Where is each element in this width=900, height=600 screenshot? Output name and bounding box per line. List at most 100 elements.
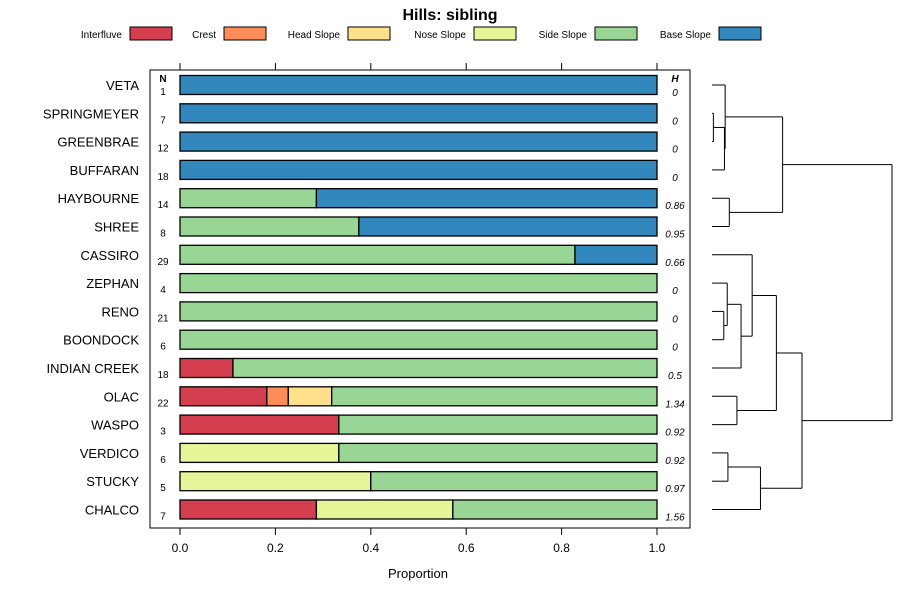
legend-label-side-slope: Side Slope [539,30,588,41]
bar-reno-side-slope [179,301,658,322]
category-label-indian-creek: INDIAN CREEK [47,361,140,376]
h-label-stucky: 0.97 [665,484,685,495]
category-labels: VETA SPRINGMEYER GREENBRAE BUFFARAN HAYBOURN… [43,78,139,518]
bars [179,74,658,520]
bar-haybourne-side-slope [179,188,318,209]
bar-boondock-side-slope [179,329,658,350]
legend: Interfluve Crest Head Slope Nose Slope Side … [81,26,762,41]
x-tick-label: 0.4 [362,541,379,555]
n-label-indian-creek: 18 [157,370,169,381]
bar-buffaran-base-slope [179,159,658,181]
h-label-buffaran: 0 [672,173,678,184]
n-label-boondock: 6 [160,342,166,353]
bar-cassiro-base-slope [574,244,658,265]
category-label-buffaran: BUFFARAN [70,163,139,178]
h-labels: 0 0 0 0 0.86 0.95 0.66 0 0 0 0.5 1.34 0.92 0.92 0.97 1.… [665,88,685,524]
x-tick-label: 0.8 [553,541,570,555]
legend-label-base-slope: Base Slope [660,30,712,41]
h-label-reno: 0 [672,314,678,325]
h-label-haybourne: 0.86 [665,201,685,212]
bar-stucky-nose-slope [179,471,372,492]
bar-olac-head-slope [287,386,333,407]
h-label-waspo: 0.92 [665,428,685,439]
x-tick-label: 0.2 [267,541,284,555]
bar-chalco-nose-slope [315,499,454,520]
bar-shree-side-slope [179,216,360,237]
category-label-veta: VETA [106,78,139,93]
bar-verdico-nose-slope [179,442,340,464]
bar-cassiro-side-slope [179,244,576,265]
bar-haybourne-base-slope [315,188,658,209]
h-label-verdico: 0.92 [665,456,685,467]
dendrogram [712,84,893,510]
h-label-chalco: 1.56 [665,513,685,524]
bar-indian-creek-interfluve [179,357,234,379]
n-label-springmeyer: 7 [160,115,166,126]
bar-waspo-interfluve [179,414,340,435]
n-label-reno: 21 [157,313,169,324]
h-label-cassiro: 0.66 [665,258,685,269]
h-label-olac: 1.34 [665,399,685,410]
category-label-springmeyer: SPRINGMEYER [43,106,139,121]
x-axis: 0.0 0.2 0.4 0.6 0.8 1.0 [172,63,666,555]
n-label-olac: 22 [157,398,169,409]
legend-swatch-base-slope [718,26,762,41]
legend-label-crest: Crest [192,30,216,41]
bar-veta-base-slope [179,74,658,96]
category-label-cassiro: CASSIRO [80,248,139,263]
h-label-greenbrae: 0 [672,145,678,156]
n-label-haybourne: 14 [157,200,169,211]
plot-frame [149,69,691,529]
category-label-shree: SHREE [94,220,139,235]
n-label-greenbrae: 12 [157,144,169,155]
n-label-stucky: 5 [160,483,166,494]
n-labels: 1 7 12 18 14 8 29 4 21 6 18 22 3 6 5 7 [157,87,169,523]
bar-zephan-side-slope [179,272,658,294]
legend-label-nose-slope: Nose Slope [414,30,466,41]
h-header: H [671,74,679,85]
h-label-veta: 0 [672,88,678,99]
n-label-buffaran: 18 [157,172,169,183]
h-label-springmeyer: 0 [672,116,678,127]
x-axis-title: Proportion [388,566,448,581]
bar-chalco-side-slope [452,499,658,520]
h-label-indian-creek: 0.5 [668,371,682,382]
n-label-waspo: 3 [160,427,166,438]
legend-swatch-side-slope [594,26,638,41]
category-label-waspo: WASPO [91,418,139,433]
bar-olac-interfluve [179,386,268,407]
bar-olac-side-slope [331,386,658,407]
x-tick-label: 0.6 [458,541,475,555]
n-label-verdico: 6 [160,455,166,466]
bar-waspo-side-slope [338,414,658,435]
legend-label-interfluve: Interfluve [81,30,123,41]
chart-title: Hills: sibling [402,7,497,24]
n-label-shree: 8 [160,229,166,240]
legend-swatch-interfluve [129,26,173,41]
bar-springmeyer-base-slope [179,103,658,124]
x-tick-label: 1.0 [649,541,666,555]
category-label-greenbrae: GREENBRAE [57,135,139,150]
category-label-chalco: CHALCO [85,503,139,518]
n-label-zephan: 4 [160,285,166,296]
bar-chalco-interfluve [179,499,318,520]
n-label-veta: 1 [160,87,166,98]
category-label-haybourne: HAYBOURNE [58,191,140,206]
category-label-reno: RENO [101,304,139,319]
bar-indian-creek-side-slope [232,357,658,379]
x-tick-label: 0.0 [172,541,189,555]
category-label-stucky: STUCKY [86,474,139,489]
bar-shree-base-slope [358,216,658,237]
category-label-olac: OLAC [104,389,139,404]
legend-swatch-crest [223,26,267,41]
bar-stucky-side-slope [370,471,658,492]
bar-olac-crest [266,386,289,407]
h-label-zephan: 0 [672,286,678,297]
h-label-shree: 0.95 [665,230,685,241]
n-label-chalco: 7 [160,512,166,523]
bar-verdico-side-slope [338,442,658,464]
bar-greenbrae-base-slope [179,131,658,152]
category-label-boondock: BOONDOCK [63,333,139,348]
legend-swatch-nose-slope [473,26,517,41]
